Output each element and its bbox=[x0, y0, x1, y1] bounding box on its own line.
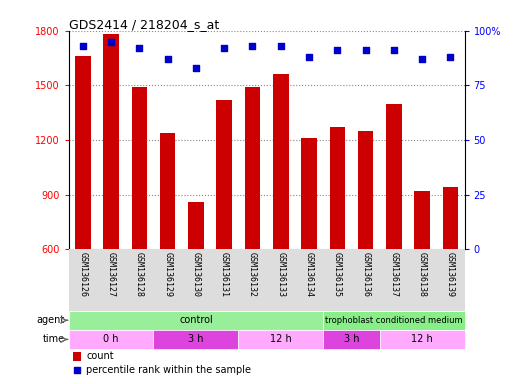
Text: agent: agent bbox=[36, 315, 65, 325]
Point bbox=[79, 43, 87, 49]
Bar bbox=[386, 104, 402, 249]
Text: GSM136134: GSM136134 bbox=[305, 252, 314, 297]
Point bbox=[248, 43, 257, 49]
Text: 3 h: 3 h bbox=[344, 334, 359, 344]
Bar bbox=[103, 34, 119, 249]
Point bbox=[107, 38, 115, 45]
Text: GSM136136: GSM136136 bbox=[361, 252, 370, 297]
Text: GSM136132: GSM136132 bbox=[248, 252, 257, 297]
Point bbox=[164, 56, 172, 62]
Bar bbox=[323, 330, 380, 349]
Point bbox=[361, 47, 370, 53]
Text: 3 h: 3 h bbox=[188, 334, 204, 344]
Text: GSM136127: GSM136127 bbox=[107, 252, 116, 297]
Bar bbox=[414, 191, 430, 249]
Text: GSM136138: GSM136138 bbox=[418, 252, 427, 297]
Bar bbox=[244, 87, 260, 249]
Bar bbox=[442, 187, 458, 249]
Text: GSM136129: GSM136129 bbox=[163, 252, 172, 297]
Text: 12 h: 12 h bbox=[270, 334, 291, 344]
Point bbox=[305, 54, 313, 60]
Text: time: time bbox=[43, 334, 65, 344]
Text: control: control bbox=[179, 315, 213, 325]
Point bbox=[446, 54, 455, 60]
Bar bbox=[75, 56, 91, 249]
Text: 12 h: 12 h bbox=[411, 334, 433, 344]
Bar bbox=[301, 138, 317, 249]
Bar bbox=[238, 330, 323, 349]
Bar bbox=[323, 311, 465, 330]
Text: GSM136133: GSM136133 bbox=[276, 252, 285, 297]
Bar bbox=[358, 131, 373, 249]
Text: 0 h: 0 h bbox=[103, 334, 119, 344]
Text: GSM136137: GSM136137 bbox=[390, 252, 399, 297]
Bar bbox=[69, 311, 323, 330]
Point bbox=[418, 56, 427, 62]
Bar bbox=[154, 330, 238, 349]
Text: GSM136135: GSM136135 bbox=[333, 252, 342, 297]
Text: GSM136139: GSM136139 bbox=[446, 252, 455, 297]
Text: GSM136131: GSM136131 bbox=[220, 252, 229, 297]
Point bbox=[73, 367, 82, 373]
Point bbox=[333, 47, 342, 53]
Text: count: count bbox=[87, 351, 114, 361]
Bar bbox=[69, 330, 154, 349]
Point bbox=[390, 47, 398, 53]
Point bbox=[192, 65, 200, 71]
Bar bbox=[329, 127, 345, 249]
Bar bbox=[380, 330, 465, 349]
Point bbox=[277, 43, 285, 49]
Bar bbox=[72, 352, 81, 361]
Bar bbox=[188, 202, 204, 249]
Text: GSM136128: GSM136128 bbox=[135, 252, 144, 297]
Text: trophoblast conditioned medium: trophoblast conditioned medium bbox=[325, 316, 463, 325]
Bar bbox=[273, 74, 289, 249]
Point bbox=[135, 45, 144, 51]
Text: GSM136126: GSM136126 bbox=[78, 252, 87, 297]
Point bbox=[220, 45, 229, 51]
Bar bbox=[131, 87, 147, 249]
Text: percentile rank within the sample: percentile rank within the sample bbox=[87, 365, 251, 375]
Bar bbox=[216, 100, 232, 249]
Text: GDS2414 / 218204_s_at: GDS2414 / 218204_s_at bbox=[69, 18, 219, 31]
Bar bbox=[160, 133, 175, 249]
Text: GSM136130: GSM136130 bbox=[192, 252, 201, 297]
